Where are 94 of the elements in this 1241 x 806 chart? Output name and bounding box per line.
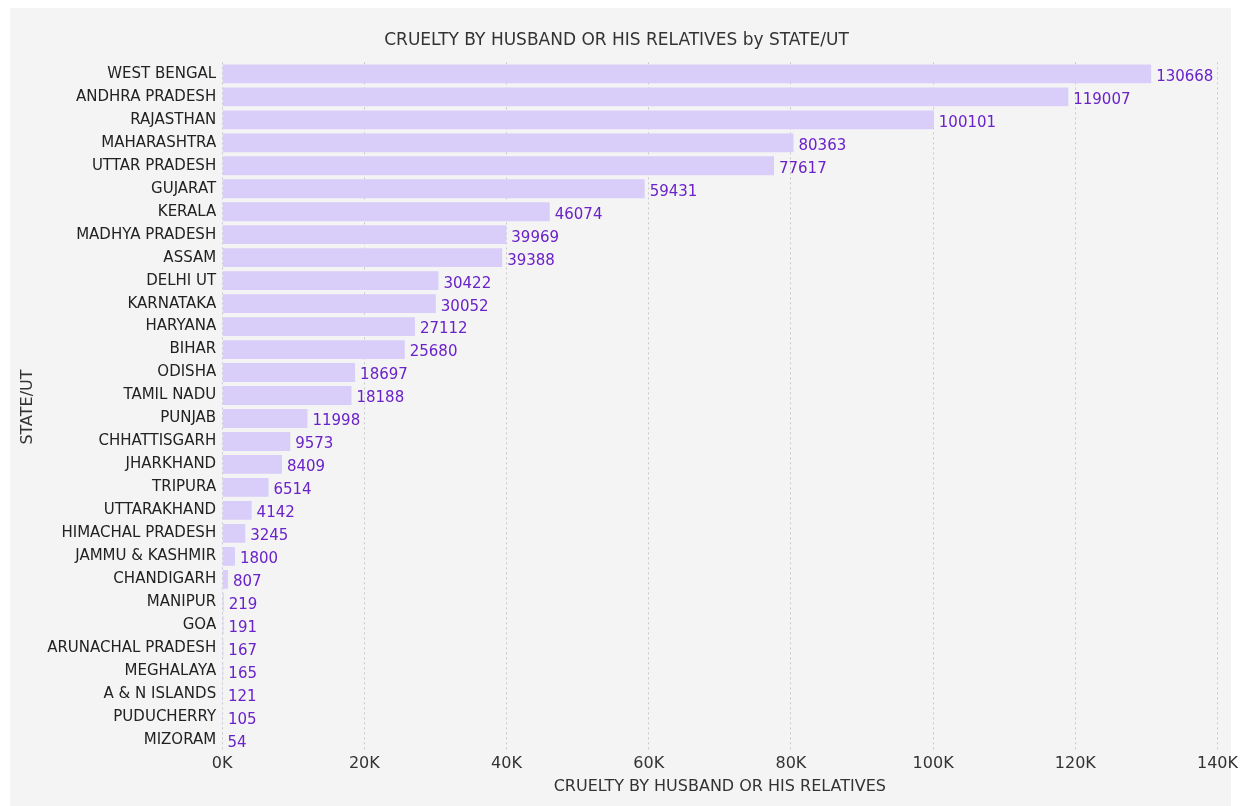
data-label: 11998 xyxy=(312,411,361,430)
data-label: 77617 xyxy=(778,158,827,177)
y-tick-label: GOA xyxy=(182,615,217,634)
y-tick-label: WEST BENGAL xyxy=(107,63,217,82)
bar xyxy=(222,87,1069,107)
y-tick-label: KARNATAKA xyxy=(127,293,217,312)
bar xyxy=(222,500,252,520)
y-tick-label: HARYANA xyxy=(145,316,217,335)
y-tick-label: ASSAM xyxy=(163,247,217,266)
y-tick-label: CHHATTISGARH xyxy=(98,431,217,450)
y-tick-label: MAHARASHTRA xyxy=(101,132,217,151)
bar xyxy=(222,363,356,382)
y-tick-label: RAJASTHAN xyxy=(130,109,217,128)
data-label: 39969 xyxy=(511,227,560,246)
data-label: 165 xyxy=(228,664,257,683)
data-label: 100101 xyxy=(938,112,997,131)
x-tick-label: 60K xyxy=(633,753,665,773)
data-label: 807 xyxy=(232,572,262,591)
data-label: 4142 xyxy=(256,503,295,522)
data-label: 219 xyxy=(228,595,258,614)
data-label: 30052 xyxy=(440,296,489,315)
data-label: 46074 xyxy=(554,204,603,223)
bar xyxy=(222,340,405,359)
y-tick-label: PUDUCHERRY xyxy=(113,707,217,726)
y-tick-label: ARUNACHAL PRADESH xyxy=(47,638,217,657)
y-tick-label: BIHAR xyxy=(169,339,217,358)
data-label: 18697 xyxy=(360,365,408,384)
x-tick-label: 20K xyxy=(348,753,381,773)
bar xyxy=(222,156,774,176)
y-tick-label: CHANDIGARH xyxy=(113,569,217,588)
bar xyxy=(222,546,235,566)
bar xyxy=(222,386,352,405)
bar xyxy=(222,202,550,222)
x-tick-label: 120K xyxy=(1054,753,1097,773)
x-tick-label: 0K xyxy=(211,753,234,773)
bar xyxy=(222,64,1152,84)
y-axis-title: STATE/UT xyxy=(16,369,36,445)
data-label: 30422 xyxy=(443,273,492,292)
y-tick-label: KERALA xyxy=(157,201,217,220)
y-tick-label: JAMMU & KASHMIR xyxy=(74,546,217,565)
data-label: 18188 xyxy=(356,388,405,407)
y-tick-label: HIMACHAL PRADESH xyxy=(61,523,217,542)
bar xyxy=(222,477,269,497)
data-label: 39388 xyxy=(507,250,555,269)
bar xyxy=(222,569,228,589)
y-tick-label: MIZORAM xyxy=(143,730,217,748)
y-tick-label: UTTAR PRADESH xyxy=(91,155,217,174)
bar xyxy=(222,110,934,130)
data-label: 3245 xyxy=(250,526,289,545)
bar xyxy=(222,432,291,451)
y-tick-label: MANIPUR xyxy=(146,592,217,611)
data-label: 54 xyxy=(227,733,247,751)
y-tick-label: TAMIL NADU xyxy=(122,385,217,404)
data-label: 6514 xyxy=(273,480,312,499)
bar xyxy=(222,455,282,474)
bar xyxy=(222,317,415,337)
bar xyxy=(222,248,503,268)
y-tick-label: DELHI UT xyxy=(146,270,217,289)
data-label: 119007 xyxy=(1073,89,1131,108)
y-tick-label: A & N ISLANDS xyxy=(103,684,217,703)
bar xyxy=(222,225,507,245)
y-tick-label: MEGHALAYA xyxy=(124,661,217,680)
data-label: 167 xyxy=(228,641,257,660)
x-tick-label: 40K xyxy=(491,753,523,773)
bar xyxy=(222,133,794,153)
data-label: 121 xyxy=(228,687,257,706)
data-label: 59431 xyxy=(649,181,698,200)
bar xyxy=(222,271,439,291)
x-tick-label: 100K xyxy=(912,753,955,773)
data-label: 105 xyxy=(227,710,257,729)
y-tick-label: PUNJAB xyxy=(160,408,217,427)
data-label: 25680 xyxy=(409,342,458,361)
bar xyxy=(222,409,308,428)
x-tick-label: 140K xyxy=(1196,753,1239,773)
y-tick-label: JHARKHAND xyxy=(124,454,217,473)
data-label: 1800 xyxy=(239,549,279,568)
data-label: 27112 xyxy=(419,319,468,338)
y-tick-label: MADHYA PRADESH xyxy=(76,224,217,243)
data-label: 130668 xyxy=(1156,66,1214,85)
bar xyxy=(222,523,246,543)
x-tick-label: 80K xyxy=(775,753,807,773)
y-tick-label: ANDHRA PRADESH xyxy=(76,86,217,105)
y-tick-label: UTTARAKHAND xyxy=(103,500,217,519)
bar xyxy=(222,179,645,199)
data-label: 8409 xyxy=(286,457,326,476)
y-tick-label: TRIPURA xyxy=(151,477,217,496)
chart-title: CRUELTY BY HUSBAND OR HIS RELATIVES by STATE/UT xyxy=(384,28,850,49)
data-label: 9573 xyxy=(295,434,334,453)
x-axis-title: CRUELTY BY HUSBAND OR HIS RELATIVES xyxy=(553,775,886,795)
y-tick-label: GUJARAT xyxy=(151,178,217,197)
data-label: 191 xyxy=(228,618,258,637)
bar xyxy=(222,294,436,314)
y-tick-label: ODISHA xyxy=(157,362,217,381)
data-label: 80363 xyxy=(798,135,847,154)
